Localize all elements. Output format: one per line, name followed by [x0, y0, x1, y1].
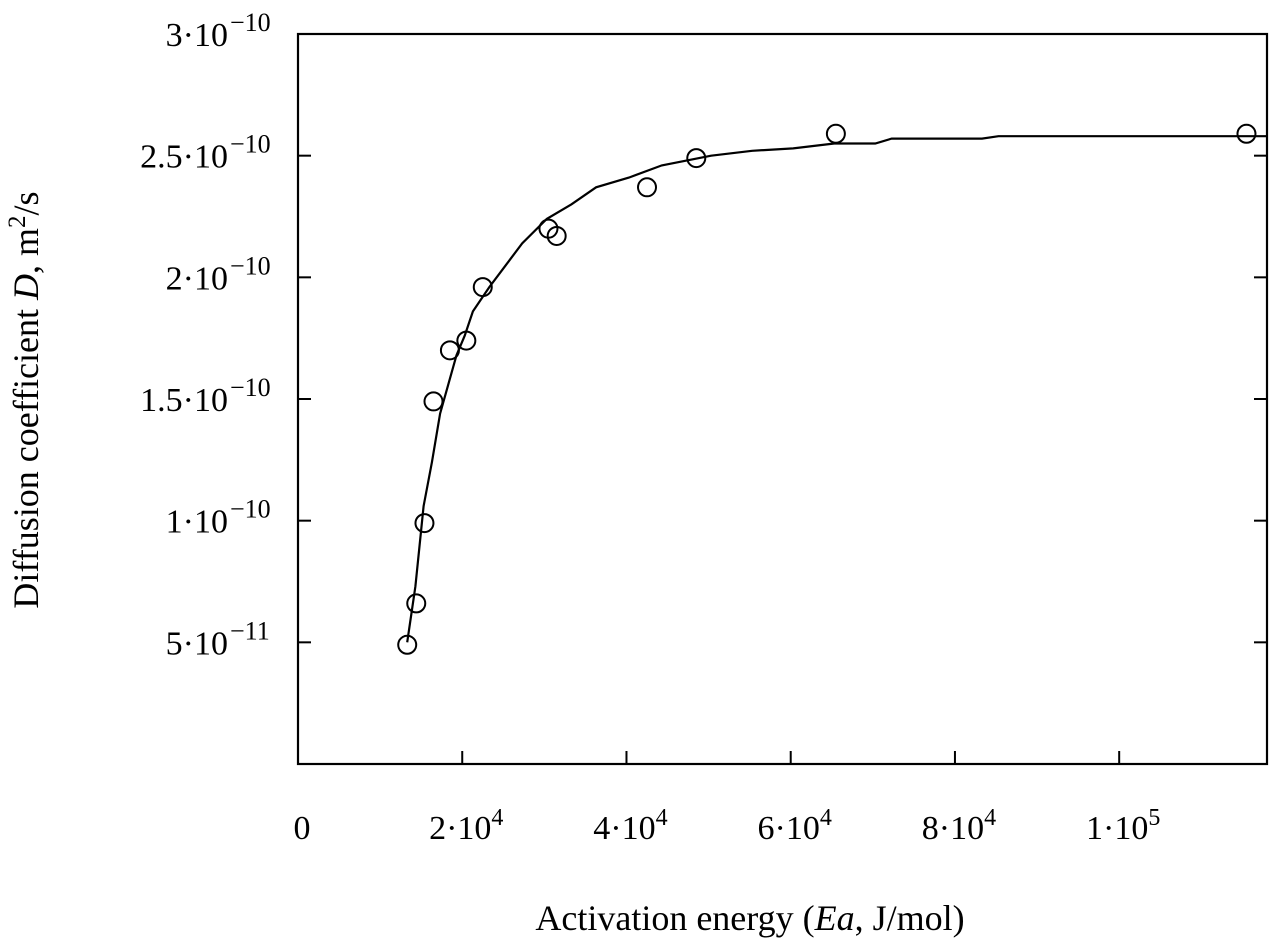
- y-tick-label: 1·10: [166, 504, 228, 541]
- y-tick-exponent: −10: [230, 373, 271, 402]
- y-tick-label: 3·10: [166, 17, 228, 54]
- x-tick-label: 8·104: [922, 805, 996, 847]
- y-tick-exponent: −11: [230, 616, 270, 645]
- y-axis-ticks: 5·10 −111·10 −101.5·10 −102·10 −102.5·10 −103…: [140, 8, 1267, 662]
- x-tick-label: 0: [294, 810, 311, 847]
- x-tick-label: 6·104: [758, 805, 832, 847]
- y-tick-exponent: −10: [230, 130, 271, 159]
- y-tick-exponent: −10: [230, 8, 271, 37]
- data-point: [423, 391, 444, 412]
- y-tick-label: 2·10: [166, 260, 228, 297]
- fit-curve: [406, 135, 1267, 643]
- data-point: [637, 177, 658, 198]
- data-point: [825, 123, 846, 144]
- x-tick-label: 1·105: [1086, 805, 1160, 847]
- y-tick-exponent: −10: [230, 251, 271, 280]
- data-point: [472, 277, 493, 298]
- data-point: [397, 634, 418, 655]
- data-point: [406, 593, 427, 614]
- y-axis-title: Diffusion coefficient D, m2/s: [4, 191, 46, 608]
- x-axis-title: Activation energy (Ea, J/mol): [535, 898, 964, 938]
- x-tick-label: 2·104: [429, 805, 503, 847]
- data-point: [456, 330, 477, 351]
- data-point: [1236, 123, 1257, 144]
- data-point: [414, 513, 435, 534]
- y-tick-label: 1.5·10: [140, 382, 228, 419]
- data-point: [439, 340, 460, 361]
- data-point: [686, 148, 707, 169]
- series-layer: [397, 123, 1267, 655]
- y-tick-exponent: −10: [230, 495, 271, 524]
- y-tick-label: 2.5·10: [140, 139, 228, 176]
- y-tick-label: 5·10: [166, 625, 228, 662]
- x-tick-label: 4·104: [593, 805, 667, 847]
- data-point: [546, 225, 567, 246]
- x-axis-ticks: 0 2·104 4·104 6·104 8·104 1·105: [294, 751, 1160, 847]
